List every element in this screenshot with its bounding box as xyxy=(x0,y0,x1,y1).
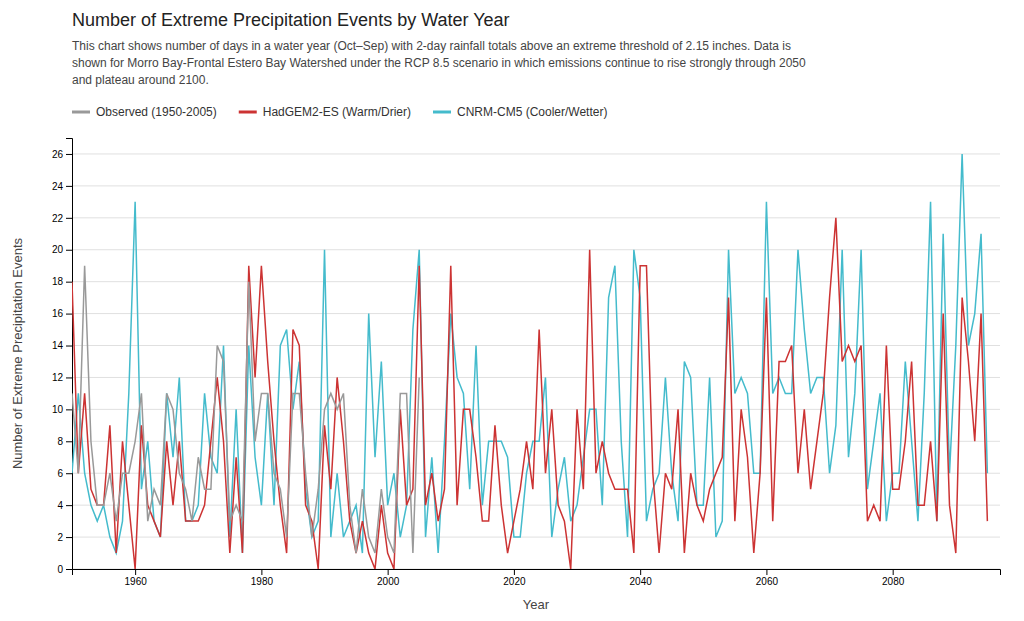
lines xyxy=(72,154,987,569)
y-tick-mark xyxy=(66,186,72,187)
y-tick: 4 xyxy=(57,500,72,511)
title: Number of Extreme Precipitation Events b… xyxy=(72,10,510,30)
series-line xyxy=(72,154,987,553)
x-tick: 2020 xyxy=(503,569,526,587)
y-tick: 0 xyxy=(57,564,72,575)
x-tick: 2040 xyxy=(630,569,653,587)
x-tick-label: 1980 xyxy=(251,576,274,587)
y-tick-label: 18 xyxy=(52,276,64,287)
grid xyxy=(72,154,1000,569)
x-tick-label: 2000 xyxy=(377,576,400,587)
y-tick-label: 0 xyxy=(57,564,63,575)
y-tick-label: 24 xyxy=(52,181,64,192)
y-tick-label: 2 xyxy=(57,532,63,543)
chart: Number of Extreme Precipitation Events b… xyxy=(0,0,1024,621)
y-tick-mark xyxy=(66,473,72,474)
legend-label: HadGEM2-ES (Warm/Drier) xyxy=(263,105,411,119)
y-tick-label: 8 xyxy=(57,436,63,447)
grid-line xyxy=(72,313,1000,314)
x-tick-label: 2040 xyxy=(630,576,653,587)
x-tick-mark xyxy=(766,569,767,575)
x-tick: 2060 xyxy=(756,569,779,587)
y-tick-mark xyxy=(66,441,72,442)
series-line xyxy=(72,218,987,569)
grid-line xyxy=(72,505,1000,506)
y-tick: 20 xyxy=(52,244,72,255)
x-axis-title: Year xyxy=(523,597,550,612)
grid-line xyxy=(72,217,1000,218)
legend-swatch xyxy=(433,111,451,114)
y-tick-label: 12 xyxy=(52,372,64,383)
y-tick-mark xyxy=(66,250,72,251)
x-tick: 1960 xyxy=(125,569,148,587)
y-tick-mark xyxy=(66,282,72,283)
y-tick-label: 26 xyxy=(52,149,64,160)
x-tick-mark xyxy=(135,569,136,575)
x-tick-label: 2020 xyxy=(503,576,526,587)
legend-label: CNRM-CM5 (Cooler/Wetter) xyxy=(457,105,607,119)
y-tick-mark xyxy=(66,314,72,315)
legend: Observed (1950-2005) HadGEM2-ES (Warm/Dri… xyxy=(72,105,607,119)
x-tick-mark xyxy=(893,569,894,575)
y-tick-label: 20 xyxy=(52,244,64,255)
y-axis: 02468101214161820222426 xyxy=(52,139,73,575)
y-tick-mark xyxy=(66,154,72,155)
y-tick-label: 4 xyxy=(57,500,63,511)
grid-line xyxy=(72,281,1000,282)
y-tick-mark xyxy=(66,218,72,219)
legend-item: Observed (1950-2005) xyxy=(72,105,217,119)
y-tick: 16 xyxy=(52,308,72,319)
y-tick-mark xyxy=(66,346,72,347)
y-tick: 12 xyxy=(52,372,72,383)
y-tick: 2 xyxy=(57,532,72,543)
y-tick-label: 22 xyxy=(52,213,64,224)
y-tick: 6 xyxy=(57,468,72,479)
y-tick-mark xyxy=(66,537,72,538)
legend-label: Observed (1950-2005) xyxy=(96,105,217,119)
y-tick-mark xyxy=(66,377,72,378)
x-tick-label: 1960 xyxy=(125,576,148,587)
x-tick-mark xyxy=(514,569,515,575)
subtitle: This chart shows number of days in a wat… xyxy=(72,39,806,87)
y-tick-label: 14 xyxy=(52,340,64,351)
y-tick: 18 xyxy=(52,276,72,287)
x-axis-line xyxy=(73,570,1001,576)
y-tick: 10 xyxy=(52,404,72,415)
grid-line xyxy=(72,185,1000,186)
x-tick: 2000 xyxy=(377,569,400,587)
x-tick: 2080 xyxy=(882,569,905,587)
y-tick-label: 6 xyxy=(57,468,63,479)
x-tick-mark xyxy=(640,569,641,575)
y-tick: 26 xyxy=(52,149,72,160)
y-tick-mark xyxy=(66,409,72,410)
y-tick: 22 xyxy=(52,213,72,224)
y-axis-title: Number of Extreme Precipitation Events xyxy=(10,237,25,469)
legend-item: CNRM-CM5 (Cooler/Wetter) xyxy=(433,105,607,119)
series-line xyxy=(72,266,419,553)
x-axis: 1960 1980 2000 2020 2040 2060 2080 xyxy=(73,569,1001,587)
y-tick: 8 xyxy=(57,436,72,447)
y-tick-mark xyxy=(66,569,72,570)
plot-area: 1960198020002020204020602080024681012141… xyxy=(52,139,1001,588)
legend-swatch xyxy=(239,111,257,114)
y-tick-label: 16 xyxy=(52,308,64,319)
y-tick: 24 xyxy=(52,181,72,192)
x-tick-mark xyxy=(388,569,389,575)
y-tick: 14 xyxy=(52,340,72,351)
x-tick-mark xyxy=(261,569,262,575)
x-tick: 1980 xyxy=(251,569,274,587)
grid-line xyxy=(72,153,1000,154)
legend-swatch xyxy=(72,111,90,114)
y-axis-line xyxy=(66,139,73,570)
x-tick-label: 2080 xyxy=(882,576,905,587)
y-tick-label: 10 xyxy=(52,404,64,415)
legend-item: HadGEM2-ES (Warm/Drier) xyxy=(239,105,411,119)
grid-line xyxy=(72,537,1000,538)
y-tick-mark xyxy=(66,505,72,506)
x-tick-label: 2060 xyxy=(756,576,779,587)
grid-line xyxy=(72,377,1000,378)
